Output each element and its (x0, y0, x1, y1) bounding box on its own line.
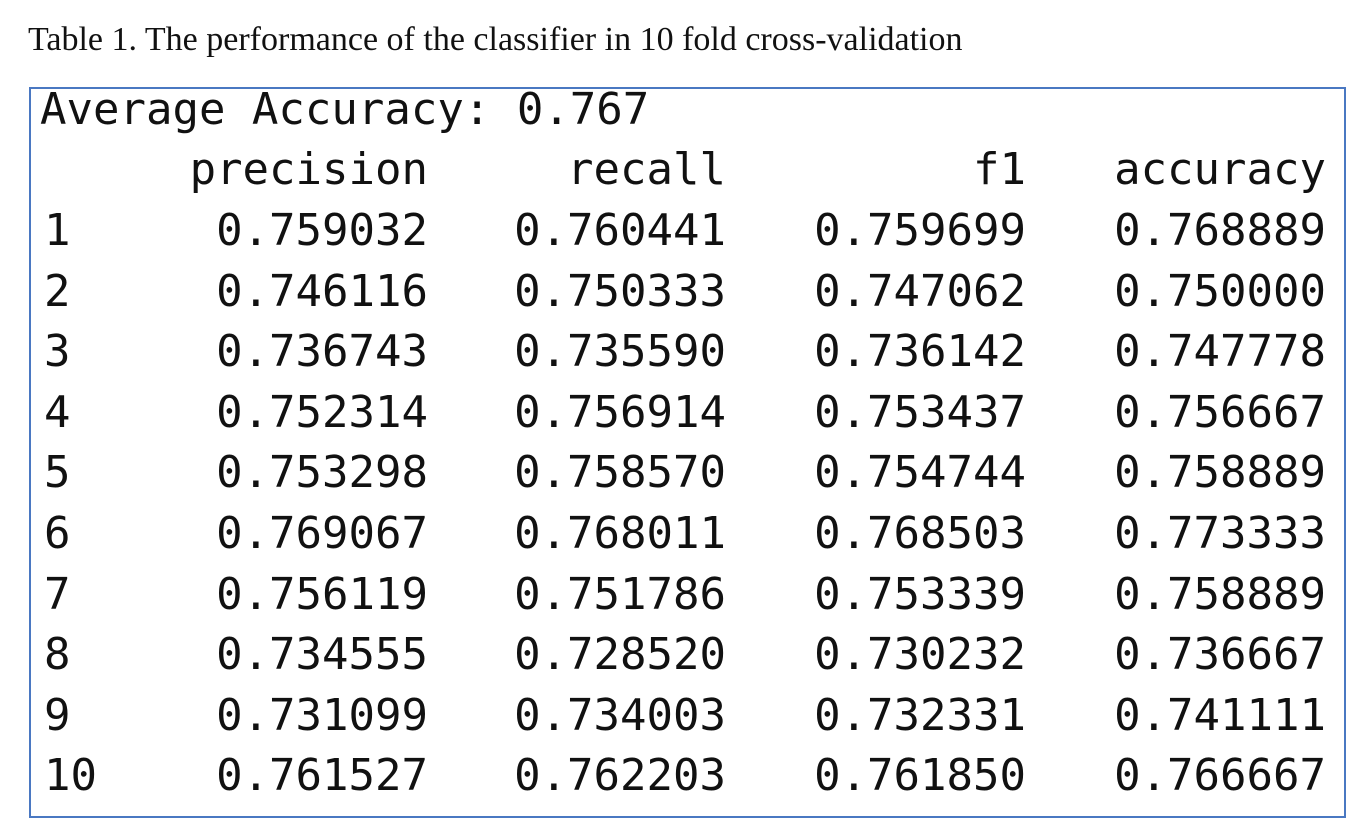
table-caption: Table 1. The performance of the classifi… (28, 21, 963, 58)
table-row: 2 0.746116 0.750333 0.747062 0.750000 (0, 262, 1358, 322)
precision-cell: 0.756119 (216, 568, 428, 620)
column-header-accuracy: accuracy (1114, 144, 1326, 195)
recall-cell: 0.762203 (514, 750, 726, 802)
row-index: 8 (44, 629, 71, 681)
precision-cell: 0.734555 (216, 629, 428, 681)
table-row: 6 0.769067 0.768011 0.768503 0.773333 (0, 504, 1358, 564)
accuracy-cell: 0.768889 (1114, 205, 1326, 256)
precision-cell: 0.746116 (216, 265, 428, 317)
accuracy-cell: 0.766667 (1114, 750, 1326, 802)
recall-cell: 0.734003 (514, 689, 726, 741)
row-index: 3 (44, 326, 71, 378)
precision-cell: 0.736743 (216, 326, 428, 378)
precision-cell: 0.731099 (216, 689, 428, 741)
f1-cell: 0.747062 (814, 265, 1026, 317)
accuracy-cell: 0.758889 (1114, 568, 1326, 620)
accuracy-cell: 0.741111 (1114, 689, 1326, 741)
column-header-f1: f1 (973, 144, 1026, 195)
average-accuracy: Average Accuracy: 0.767 (40, 84, 650, 135)
row-index: 10 (44, 750, 97, 802)
f1-cell: 0.730232 (814, 629, 1026, 681)
row-index: 1 (44, 205, 71, 256)
f1-cell: 0.732331 (814, 689, 1026, 741)
row-index: 5 (44, 447, 71, 499)
row-index: 6 (44, 508, 71, 559)
precision-cell: 0.769067 (216, 508, 428, 559)
recall-cell: 0.760441 (514, 205, 726, 256)
row-index: 2 (44, 265, 71, 317)
table-row: 9 0.731099 0.734003 0.732331 0.741111 (0, 686, 1358, 746)
recall-cell: 0.756914 (514, 386, 726, 438)
accuracy-cell: 0.750000 (1114, 265, 1326, 317)
precision-cell: 0.761527 (216, 750, 428, 802)
f1-cell: 0.753437 (814, 386, 1026, 438)
table-row: 5 0.753298 0.758570 0.754744 0.758889 (0, 443, 1358, 503)
recall-cell: 0.735590 (514, 326, 726, 378)
accuracy-cell: 0.736667 (1114, 629, 1326, 681)
column-header-recall: recall (567, 144, 726, 195)
f1-cell: 0.753339 (814, 568, 1026, 620)
table-row: 10 0.761527 0.762203 0.761850 0.766667 (0, 746, 1358, 806)
recall-cell: 0.751786 (514, 568, 726, 620)
f1-cell: 0.736142 (814, 326, 1026, 378)
table-row: 1 0.759032 0.760441 0.759699 0.768889 (0, 201, 1358, 261)
row-index: 4 (44, 386, 71, 438)
table-row: 7 0.756119 0.751786 0.753339 0.758889 (0, 565, 1358, 625)
f1-cell: 0.754744 (814, 447, 1026, 499)
precision-cell: 0.752314 (216, 386, 428, 438)
table-row: 3 0.736743 0.735590 0.736142 0.747778 (0, 322, 1358, 382)
table-row: 4 0.752314 0.756914 0.753437 0.756667 (0, 383, 1358, 443)
table-row: 8 0.734555 0.728520 0.730232 0.736667 (0, 625, 1358, 685)
precision-cell: 0.753298 (216, 447, 428, 499)
accuracy-cell: 0.773333 (1114, 508, 1326, 559)
accuracy-cell: 0.756667 (1114, 386, 1326, 438)
table-header-row: precision recall f1 accuracy (0, 140, 1358, 200)
precision-cell: 0.759032 (216, 205, 428, 256)
row-index: 9 (44, 689, 71, 741)
accuracy-cell: 0.747778 (1114, 326, 1326, 378)
accuracy-cell: 0.758889 (1114, 447, 1326, 499)
f1-cell: 0.759699 (814, 205, 1026, 256)
f1-cell: 0.761850 (814, 750, 1026, 802)
recall-cell: 0.768011 (514, 508, 726, 559)
recall-cell: 0.750333 (514, 265, 726, 317)
results-table-frame (29, 87, 1346, 818)
column-header-precision: precision (189, 144, 428, 195)
recall-cell: 0.728520 (514, 629, 726, 681)
row-index: 7 (44, 568, 71, 620)
f1-cell: 0.768503 (814, 508, 1026, 559)
recall-cell: 0.758570 (514, 447, 726, 499)
